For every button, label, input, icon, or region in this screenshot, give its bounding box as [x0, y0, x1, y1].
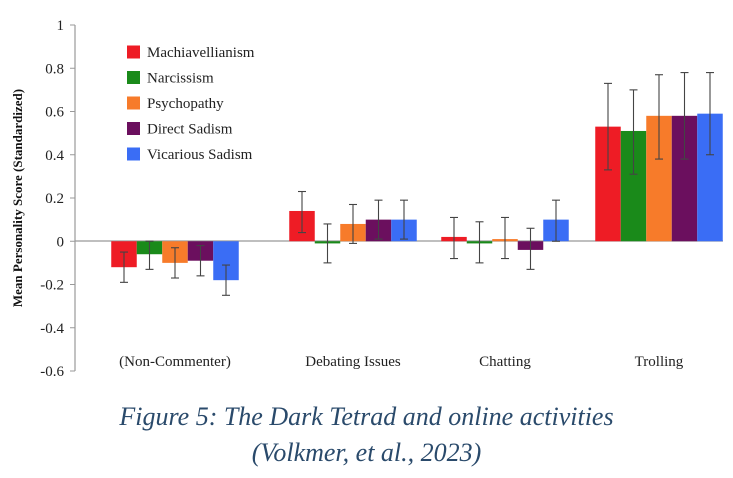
category-label: Debating Issues: [305, 354, 401, 370]
y-axis-label: Mean Personality Score (Standardized): [10, 89, 25, 307]
y-tick-label: -0.6: [40, 364, 64, 380]
category-labels: (Non-Commenter) Debating Issues Chatting Tr…: [119, 354, 684, 370]
y-ticks: -0.6 -0.4 -0.2 0 0.2 0.4 0.6 0.8 1: [40, 18, 75, 380]
legend: Machiavellianism Narcissism Psychopathy Dir…: [127, 45, 255, 163]
y-tick-label: 0: [57, 234, 65, 250]
y-tick-label: -0.2: [40, 278, 64, 294]
legend-label: Psychopathy: [147, 96, 224, 112]
y-tick-label: 1: [57, 18, 65, 34]
legend-swatch: [127, 45, 140, 59]
y-tick-label: 0.2: [45, 191, 64, 207]
bar-chart: -0.6 -0.4 -0.2 0 0.2 0.4 0.6 0.8 1 (Non-Commente…: [10, 18, 723, 380]
legend-label: Direct Sadism: [147, 122, 233, 138]
legend-swatch: [127, 96, 140, 110]
y-tick-label: 0.4: [45, 148, 64, 164]
figure-citation: (Volkmer, et al., 2023): [251, 438, 482, 467]
category-label: Trolling: [635, 354, 684, 370]
category-label: Chatting: [479, 354, 531, 370]
error-bars: [120, 72, 714, 296]
legend-label: Machiavellianism: [147, 45, 255, 61]
legend-swatch: [127, 122, 140, 135]
legend-label: Narcissism: [147, 71, 214, 87]
figure-caption: Figure 5: The Dark Tetrad and online act…: [119, 402, 614, 431]
category-label: (Non-Commenter): [119, 354, 231, 370]
legend-swatch: [127, 147, 140, 161]
legend-label: Vicarious Sadism: [147, 147, 253, 163]
legend-swatch: [127, 71, 140, 84]
y-tick-label: -0.4: [40, 321, 64, 337]
y-tick-label: 0.8: [45, 61, 64, 77]
y-tick-label: 0.6: [45, 105, 64, 121]
bars: [111, 113, 723, 281]
